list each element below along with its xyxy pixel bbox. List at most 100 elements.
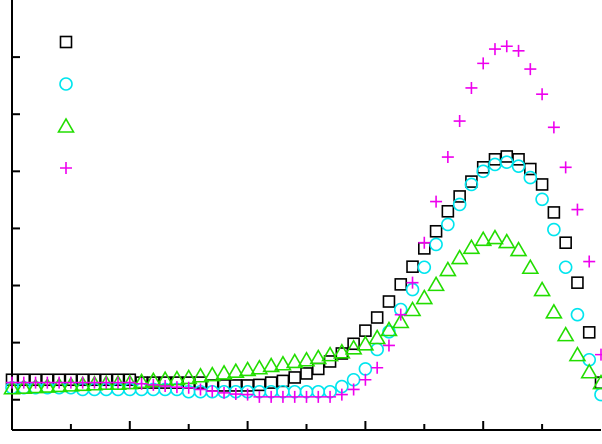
point xyxy=(570,307,585,322)
legend-marker xyxy=(59,77,73,91)
point xyxy=(335,388,348,401)
point xyxy=(288,371,302,384)
point xyxy=(568,346,587,362)
point xyxy=(559,236,572,249)
point xyxy=(50,376,69,393)
point xyxy=(370,311,384,324)
point xyxy=(500,40,513,53)
point xyxy=(26,377,45,394)
point xyxy=(441,217,455,232)
point xyxy=(371,361,384,374)
point xyxy=(427,275,445,292)
point xyxy=(88,376,101,389)
point xyxy=(453,115,466,128)
point xyxy=(191,367,210,383)
point xyxy=(135,377,148,390)
point xyxy=(464,177,479,192)
point xyxy=(418,236,431,249)
point xyxy=(64,376,77,389)
point xyxy=(595,348,602,361)
point xyxy=(41,376,54,389)
point xyxy=(594,387,602,402)
point xyxy=(17,376,30,389)
point xyxy=(276,390,289,403)
point xyxy=(382,339,395,352)
point xyxy=(218,386,231,399)
point xyxy=(262,356,281,373)
point xyxy=(521,258,540,275)
point xyxy=(274,355,292,371)
point xyxy=(38,377,57,393)
point xyxy=(288,390,301,403)
point xyxy=(253,390,266,403)
point xyxy=(359,373,372,386)
point xyxy=(406,260,419,273)
point xyxy=(536,88,549,101)
point xyxy=(417,260,432,275)
point xyxy=(76,376,89,389)
point xyxy=(3,379,21,395)
point xyxy=(358,362,373,376)
point xyxy=(206,385,219,398)
point xyxy=(285,352,304,369)
point xyxy=(297,351,316,367)
point xyxy=(486,228,504,245)
point xyxy=(580,363,599,379)
point xyxy=(524,162,537,176)
point xyxy=(403,300,422,317)
point xyxy=(535,192,549,207)
point xyxy=(312,390,325,403)
point xyxy=(147,378,160,391)
point xyxy=(394,278,408,291)
point xyxy=(324,390,337,403)
point xyxy=(512,44,525,57)
point xyxy=(73,375,92,392)
legend-marker xyxy=(60,162,72,174)
point xyxy=(300,390,313,403)
point xyxy=(441,204,455,218)
point xyxy=(429,237,443,252)
point xyxy=(535,178,549,191)
point xyxy=(499,155,514,169)
point xyxy=(265,390,278,403)
point xyxy=(309,348,328,365)
point xyxy=(238,360,257,377)
point xyxy=(509,240,528,257)
point xyxy=(430,195,443,208)
point xyxy=(359,324,372,337)
point xyxy=(62,376,80,392)
point xyxy=(53,376,66,389)
point xyxy=(556,326,575,342)
point xyxy=(241,388,254,401)
point xyxy=(100,376,113,389)
legend-marker xyxy=(59,35,73,49)
point xyxy=(14,378,33,394)
point xyxy=(229,388,242,401)
point xyxy=(276,374,290,388)
point xyxy=(438,260,457,277)
point xyxy=(583,255,596,268)
point xyxy=(394,308,407,321)
point xyxy=(6,376,18,389)
point xyxy=(477,57,490,70)
point xyxy=(462,238,481,255)
point xyxy=(465,81,478,94)
point xyxy=(203,366,222,382)
point xyxy=(533,280,551,297)
point xyxy=(332,343,351,359)
point xyxy=(547,222,561,237)
point xyxy=(450,248,469,265)
point xyxy=(159,380,172,393)
point xyxy=(194,383,207,396)
point xyxy=(497,232,516,249)
point xyxy=(592,374,602,390)
point xyxy=(544,303,563,319)
point xyxy=(512,153,525,166)
point xyxy=(474,230,493,247)
point xyxy=(415,288,434,305)
point xyxy=(559,161,572,174)
point xyxy=(29,376,42,389)
point xyxy=(406,276,419,289)
